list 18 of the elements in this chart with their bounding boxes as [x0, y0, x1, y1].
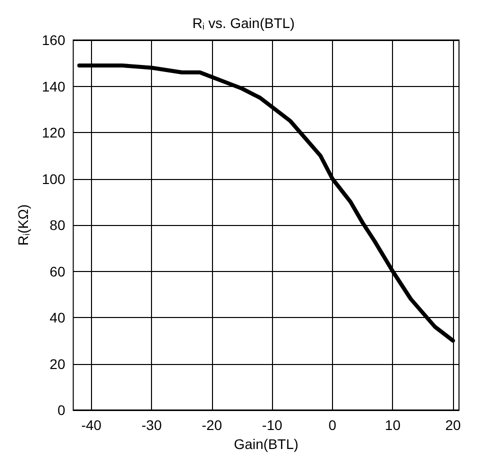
y-tick-label: 140: [42, 78, 66, 94]
x-tick-label: -10: [262, 417, 282, 433]
x-tick-label: -40: [81, 417, 102, 433]
y-tick-label: 40: [50, 310, 66, 326]
x-axis-title: Gain(BTL): [234, 436, 298, 452]
y-tick-label: 80: [50, 217, 66, 233]
y-tick-label: 60: [50, 263, 66, 280]
y-tick-label: 160: [42, 32, 66, 48]
x-tick-label: -30: [141, 417, 162, 433]
y-tick-label: 100: [42, 170, 66, 187]
y-tick-label: 20: [50, 356, 66, 372]
x-tick-label: 0: [328, 417, 337, 433]
y-tick-label: 0: [57, 402, 66, 418]
x-tick-label: -20: [202, 417, 222, 433]
x-tick-label: 10: [384, 417, 401, 433]
y-tick-label: 120: [42, 124, 66, 140]
x-tick-label: 20: [445, 417, 461, 433]
y-axis-title: Ri(KΩ): [15, 204, 32, 246]
